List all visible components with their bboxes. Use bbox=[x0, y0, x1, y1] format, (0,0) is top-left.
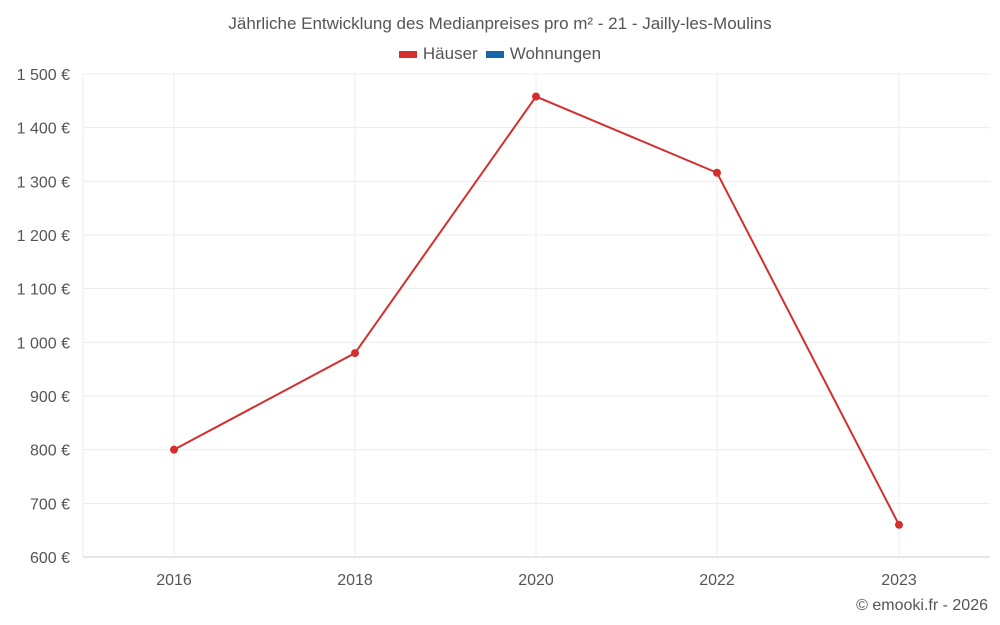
y-tick-label: 1 200 € bbox=[17, 228, 70, 245]
legend: Häuser Wohnungen bbox=[0, 44, 1000, 64]
legend-item-haeuser[interactable]: Häuser bbox=[398, 44, 478, 64]
legend-label-wohnungen: Wohnungen bbox=[509, 44, 602, 63]
y-tick-label: 1 300 € bbox=[17, 174, 70, 191]
legend-item-wohnungen[interactable]: Wohnungen bbox=[485, 44, 602, 64]
grid bbox=[83, 73, 990, 558]
legend-label-haeuser: Häuser bbox=[422, 44, 478, 63]
x-tick-label: 2018 bbox=[337, 572, 373, 589]
y-tick-label: 600 € bbox=[30, 550, 70, 567]
chart-title: Jährliche Entwicklung des Medianpreises … bbox=[228, 14, 772, 33]
data-point bbox=[170, 445, 178, 454]
credit-text: © emooki.fr - 2026 bbox=[856, 597, 988, 614]
data-point bbox=[351, 349, 359, 358]
x-tick-label: 2020 bbox=[518, 572, 554, 589]
x-tick-label: 2023 bbox=[881, 572, 917, 589]
series bbox=[170, 92, 903, 529]
y-tick-label: 900 € bbox=[30, 389, 70, 406]
data-point bbox=[713, 168, 721, 177]
legend-swatch-haeuser bbox=[398, 50, 417, 58]
x-tick-label: 2022 bbox=[699, 572, 735, 589]
y-tick-label: 1 100 € bbox=[17, 282, 70, 299]
data-point bbox=[895, 520, 903, 529]
y-tick-label: 800 € bbox=[30, 443, 70, 460]
legend-swatch-wohnungen bbox=[485, 50, 504, 58]
data-point bbox=[532, 92, 540, 101]
y-tick-label: 1 400 € bbox=[17, 121, 70, 138]
y-tick-label: 700 € bbox=[30, 496, 70, 513]
y-tick-label: 1 500 € bbox=[17, 67, 70, 84]
axes: 600 € 700 € 800 € 900 € 1 000 € 1 100 € 1 200 … bbox=[17, 67, 917, 589]
x-tick-label: 2016 bbox=[156, 572, 192, 589]
y-tick-label: 1 000 € bbox=[17, 335, 70, 352]
